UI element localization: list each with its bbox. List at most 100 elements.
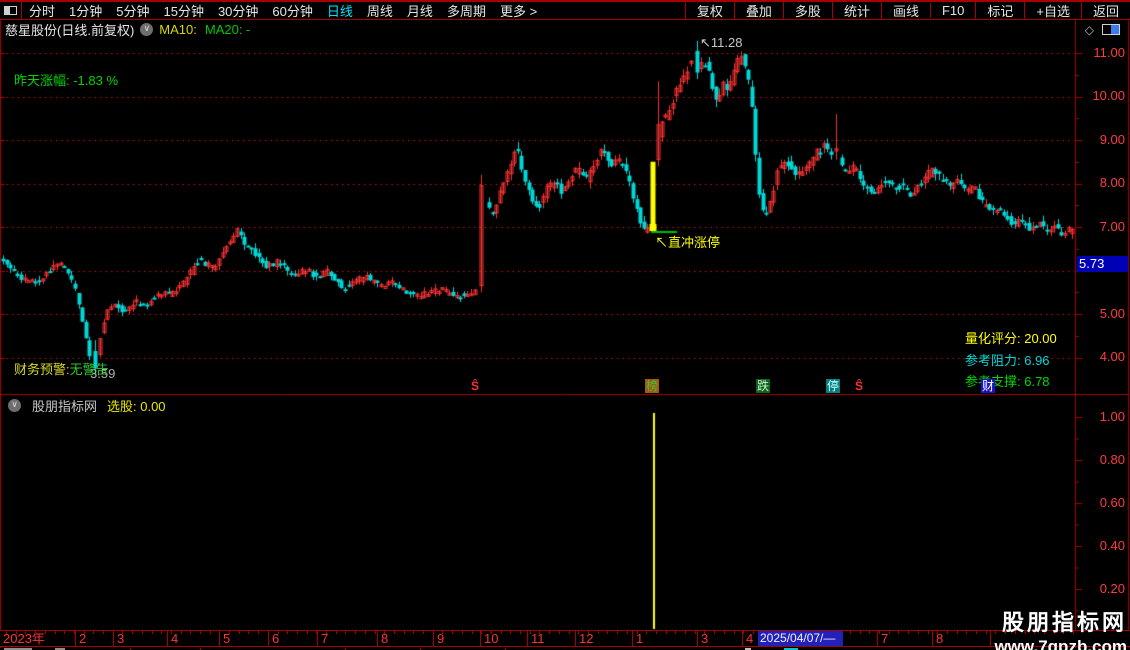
time-axis-tick bbox=[200, 631, 201, 634]
resistance-label: 参考阻力: 6.96 bbox=[965, 353, 1050, 368]
action-button-f10[interactable]: F10 bbox=[929, 3, 975, 18]
time-axis-separator bbox=[575, 631, 576, 646]
time-axis-tick bbox=[113, 631, 114, 634]
time-axis-tick bbox=[510, 631, 511, 634]
time-axis-label: 2023年 bbox=[3, 631, 45, 646]
action-button-add-watchlist[interactable]: +自选 bbox=[1024, 1, 1081, 20]
period-tab-1min[interactable]: 1分钟 bbox=[69, 4, 103, 19]
period-tab-monthly[interactable]: 月线 bbox=[406, 4, 433, 19]
period-tab-15min[interactable]: 15分钟 bbox=[163, 4, 204, 19]
time-axis-tick bbox=[365, 631, 366, 634]
time-axis-tick bbox=[16, 631, 17, 634]
time-axis-separator bbox=[317, 631, 318, 646]
action-button-overlay[interactable]: 叠加 bbox=[733, 1, 783, 20]
event-flag-die[interactable]: 跌 bbox=[756, 379, 771, 393]
time-axis-tick bbox=[6, 631, 7, 634]
time-axis-tick bbox=[928, 631, 929, 634]
time-axis-separator bbox=[697, 631, 698, 646]
value-axis-label: 0.40 bbox=[1099, 538, 1125, 553]
time-axis-separator bbox=[219, 631, 220, 646]
sub-chevron-down-icon[interactable]: ∨ bbox=[8, 398, 21, 412]
price-axis-label: 5.00 bbox=[1099, 306, 1125, 321]
action-button-back[interactable]: 返回 bbox=[1080, 1, 1130, 20]
time-axis-tick bbox=[724, 631, 725, 634]
event-flag-s1[interactable]: Ŝ bbox=[471, 379, 480, 393]
time-axis-tick bbox=[753, 631, 754, 634]
period-tab-30min[interactable]: 30分钟 bbox=[217, 4, 259, 19]
time-axis-tick bbox=[627, 631, 628, 634]
diamond-icon[interactable]: ◇ bbox=[1084, 22, 1094, 37]
time-axis-tick bbox=[239, 631, 240, 634]
time-axis-tick bbox=[569, 631, 570, 634]
period-tab-60min[interactable]: 60分钟 bbox=[272, 4, 313, 19]
panel-toggle-icon[interactable] bbox=[1102, 24, 1120, 35]
time-axis-label: 8 bbox=[936, 631, 944, 646]
event-flag-s2[interactable]: Ŝ bbox=[855, 379, 864, 393]
time-axis-tick bbox=[588, 631, 589, 634]
time-axis-tick bbox=[1044, 631, 1045, 634]
event-flag-bang[interactable]: 榜 bbox=[645, 379, 660, 393]
time-axis-tick bbox=[1034, 631, 1035, 634]
price-axis-label: 4.00 bbox=[1099, 349, 1125, 364]
action-button-mark[interactable]: 标记 bbox=[975, 1, 1024, 20]
event-flag-cai[interactable]: 财 bbox=[981, 379, 996, 393]
time-axis-tick bbox=[1025, 631, 1026, 634]
time-axis-tick bbox=[607, 631, 608, 634]
time-axis-separator bbox=[527, 631, 528, 646]
time-axis-tick bbox=[937, 631, 938, 634]
time-axis-tick bbox=[132, 631, 133, 634]
time-axis-tick bbox=[617, 631, 618, 634]
period-tab-intraday[interactable]: 分时 bbox=[29, 4, 56, 19]
chevron-down-icon[interactable]: ∨ bbox=[140, 23, 154, 36]
time-axis-separator bbox=[932, 631, 933, 646]
time-axis-label: 3 bbox=[117, 631, 125, 646]
time-axis-tick bbox=[25, 631, 26, 634]
time-axis-tick bbox=[986, 631, 987, 634]
action-button-adjust[interactable]: 复权 bbox=[684, 1, 734, 20]
time-axis-tick bbox=[307, 631, 308, 634]
time-axis-tick bbox=[394, 631, 395, 634]
time-axis-tick bbox=[442, 631, 443, 634]
current-price-badge: 5.73 bbox=[1077, 256, 1128, 272]
time-axis-tick bbox=[375, 631, 376, 634]
action-button-multi-stock[interactable]: 多股 bbox=[782, 1, 832, 20]
time-axis-separator bbox=[877, 631, 878, 646]
time-axis-tick bbox=[258, 631, 259, 634]
action-button-draw-line[interactable]: 画线 bbox=[880, 1, 930, 20]
time-axis-tick bbox=[869, 631, 870, 634]
time-axis-tick bbox=[55, 631, 56, 634]
period-tab-multi-period[interactable]: 多周期 bbox=[446, 4, 486, 19]
time-axis-label: 6 bbox=[272, 631, 280, 646]
time-axis-label: 11 bbox=[531, 631, 545, 646]
sub-panel-title[interactable]: 股朋指标网 bbox=[32, 398, 98, 414]
symbol-title[interactable]: 慈星股份(日线.前复权) bbox=[5, 23, 135, 38]
time-axis-tick bbox=[229, 631, 230, 634]
price-axis-label: 9.00 bbox=[1099, 132, 1125, 147]
top-toolbar: 分时 1分钟 5分钟 15分钟 30分钟 60分钟 日线 周线 月线 多周期 更多 > 复权 叠加 多股… bbox=[0, 0, 1130, 20]
time-axis-tick bbox=[297, 631, 298, 634]
time-axis-tick bbox=[549, 631, 550, 634]
time-axis-tick bbox=[336, 631, 337, 634]
period-tab-weekly[interactable]: 周线 bbox=[366, 4, 393, 19]
period-tab-daily[interactable]: 日线 bbox=[326, 4, 353, 19]
event-flag-ting[interactable]: 停 bbox=[826, 379, 841, 393]
clipped-row-fragment bbox=[130, 648, 131, 650]
time-axis[interactable]: 2025/04/07/— 2023年 2 3 4 5 6 7 8 9 10 11 12 1 3 4 7 8 bbox=[0, 630, 1130, 647]
time-axis-tick bbox=[423, 631, 424, 634]
clipped-row-fragment bbox=[345, 648, 346, 650]
layout-icon[interactable] bbox=[0, 2, 22, 19]
time-axis-tick bbox=[355, 631, 356, 634]
time-axis-tick bbox=[656, 631, 657, 634]
action-button-statistics[interactable]: 统计 bbox=[831, 1, 881, 20]
time-axis-label: 12 bbox=[579, 631, 594, 646]
time-axis-tick bbox=[714, 631, 715, 634]
time-axis-tick bbox=[666, 631, 667, 634]
period-tab-5min[interactable]: 5分钟 bbox=[116, 4, 150, 19]
period-tab-more[interactable]: 更多 > bbox=[499, 4, 538, 19]
support-label: 参考支撑: 6.78 bbox=[965, 374, 1050, 389]
time-axis-tick bbox=[1015, 631, 1016, 634]
time-axis-tick bbox=[161, 631, 162, 634]
time-axis-label: 10 bbox=[484, 631, 499, 646]
time-axis-tick bbox=[74, 631, 75, 634]
